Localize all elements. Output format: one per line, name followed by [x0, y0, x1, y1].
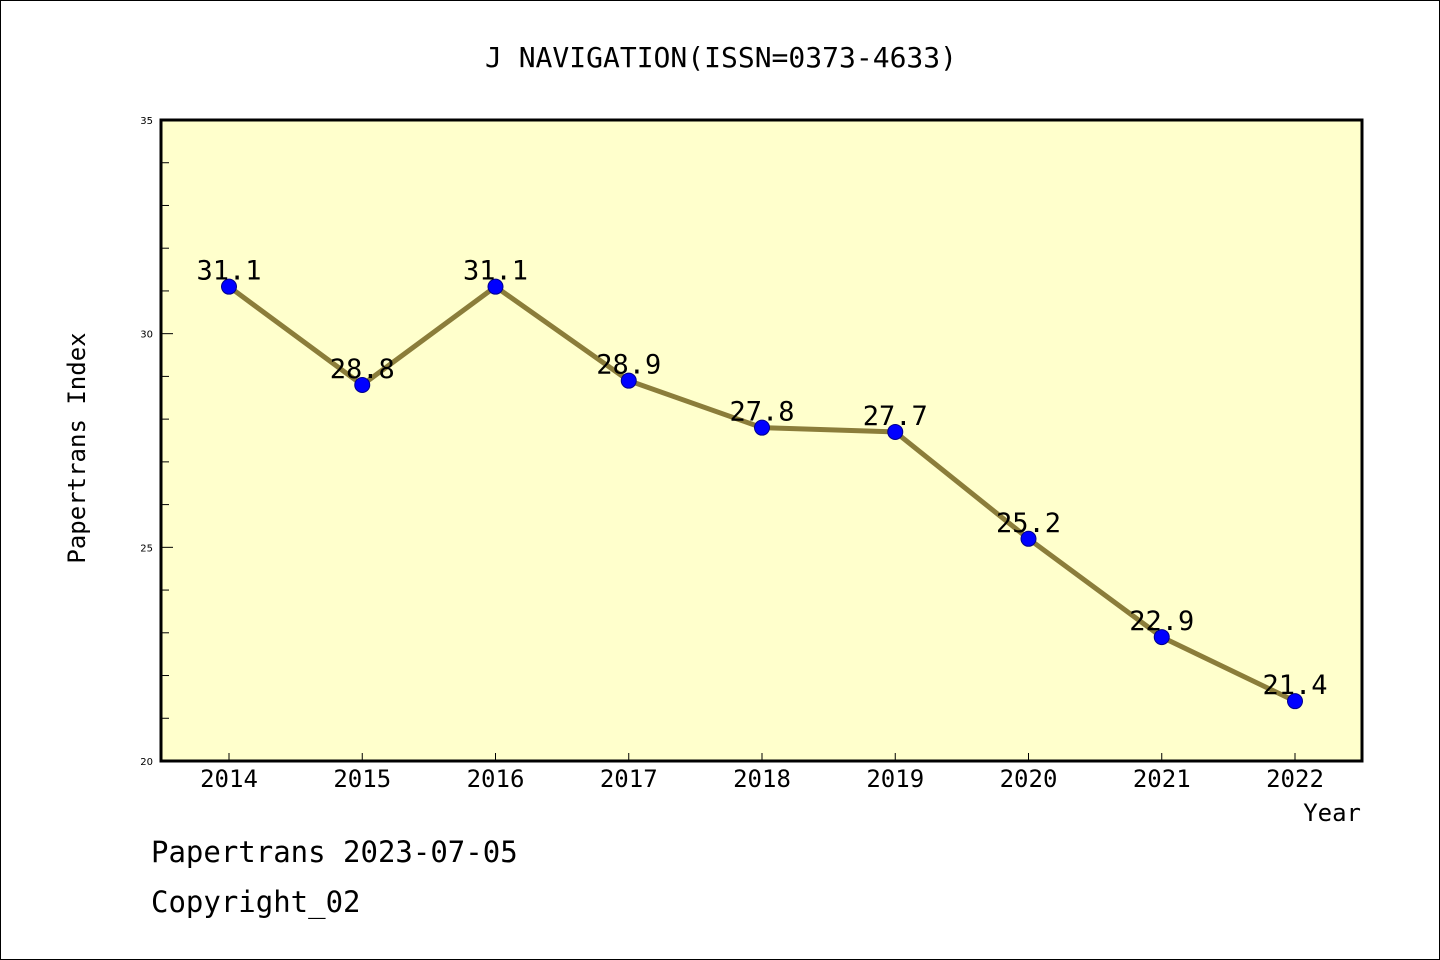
x-tick-label: 2014 — [200, 765, 258, 793]
x-tick-label: 2019 — [866, 765, 924, 793]
data-point-label: 22.9 — [1129, 606, 1194, 637]
data-point-marker — [887, 423, 904, 440]
data-labels: 31.1 28.8 31.1 28.9 27.8 27.7 25.2 22.9 21.4 — [196, 256, 1327, 702]
data-point-marker — [221, 278, 237, 295]
x-tick-label: 2018 — [733, 765, 791, 793]
data-point-marker — [1153, 629, 1170, 646]
y-tick-label: 35 — [140, 116, 153, 127]
y-axis-label: Papertrans Index — [63, 332, 91, 563]
x-tick-label: 2022 — [1266, 765, 1324, 793]
data-point-label: 25.2 — [996, 508, 1061, 539]
x-tick-label: 2021 — [1133, 765, 1191, 793]
y-tick-label: 30 — [140, 330, 153, 341]
data-point-marker — [354, 376, 371, 393]
data-point-label: 31.1 — [196, 256, 261, 287]
series-markers — [221, 278, 1303, 710]
y-tick-label: 25 — [140, 543, 153, 554]
data-point-marker — [620, 372, 637, 389]
data-point-label: 27.8 — [729, 397, 794, 428]
footer-date: Papertrans 2023-07-05 — [151, 835, 518, 869]
data-point-label: 28.9 — [596, 350, 661, 381]
plot-area — [159, 118, 1364, 763]
x-tick-label: 2016 — [467, 765, 525, 793]
x-tick-label: 2020 — [1000, 765, 1058, 793]
x-axis-label: Year — [1303, 799, 1361, 827]
data-point-label: 21.4 — [1262, 670, 1327, 701]
x-tick-label: 2017 — [600, 765, 658, 793]
y-axis: 20 25 30 35 — [140, 116, 173, 768]
footer-copyright: Copyright_02 — [151, 885, 361, 919]
x-tick-label: 2015 — [333, 765, 391, 793]
chart-title: J NAVIGATION(ISSN=0373-4633) — [485, 41, 957, 74]
y-tick-label: 20 — [140, 757, 153, 768]
data-point-marker — [1287, 693, 1303, 710]
data-point-label: 27.7 — [863, 401, 928, 432]
data-point-marker — [1020, 530, 1037, 547]
data-point-marker — [754, 419, 770, 436]
data-point-label: 31.1 — [463, 256, 528, 287]
data-point-label: 28.8 — [330, 354, 395, 385]
data-point-marker — [487, 278, 504, 295]
x-axis: 2014 2015 2016 2017 2018 2019 2020 2021 2022 — [200, 753, 1324, 793]
